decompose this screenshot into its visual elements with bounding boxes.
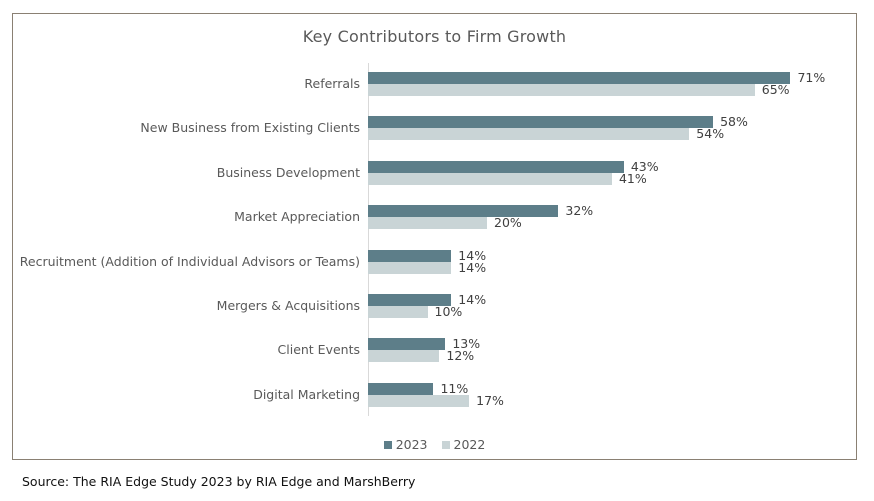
category-label: Digital Marketing <box>253 386 360 402</box>
value-label-2023: 14% <box>458 292 487 307</box>
value-label-2023: 11% <box>440 380 469 396</box>
bar-2023 <box>368 382 434 395</box>
plot-area: Referrals 71% 65% New Business from Existin… <box>13 14 856 459</box>
bar-2022 <box>368 217 487 230</box>
value-label-2022: 54% <box>696 126 725 142</box>
chart-row: Referrals 71% 65% <box>13 70 856 97</box>
bar-2022 <box>368 261 452 274</box>
chart-row: Mergers & Acquisitions 14% 10% <box>13 292 856 319</box>
source-note: Source: The RIA Edge Study 2023 by RIA E… <box>22 474 416 489</box>
category-label: Referrals <box>304 76 360 91</box>
value-label-2023: 13% <box>452 336 481 352</box>
chart-row: Client Events 13% 12% <box>13 336 856 364</box>
value-label-2022: 12% <box>446 348 475 364</box>
y-axis-line <box>368 63 369 416</box>
value-label-2022: 10% <box>434 304 463 319</box>
legend-label: 2023 <box>395 437 428 452</box>
bar-2023 <box>368 116 714 129</box>
chart-panel: Key Contributors to Firm Growth Referral… <box>12 13 857 460</box>
bar-2023 <box>368 249 452 262</box>
value-label-2022: 20% <box>494 215 522 231</box>
bar-2023 <box>368 72 791 84</box>
value-label-2023: 32% <box>565 203 594 219</box>
category-label: Recruitment (Addition of Individual Advi… <box>19 253 360 269</box>
value-label-2023: 58% <box>720 114 748 130</box>
bar-2023 <box>368 294 452 306</box>
legend-label: 2022 <box>453 437 486 452</box>
category-label: Client Events <box>277 342 360 358</box>
bar-2022 <box>368 394 470 407</box>
chart-row: Digital Marketing 11% 17% <box>13 380 856 408</box>
bar-2022 <box>368 350 440 363</box>
bar-2023 <box>368 205 559 218</box>
legend-swatch-2022 <box>441 440 450 449</box>
value-label-2022: 14% <box>458 259 487 275</box>
bar-2022 <box>368 84 755 96</box>
value-label-2022: 65% <box>761 82 790 97</box>
value-label-2023: 14% <box>458 247 487 263</box>
chart-row: New Business from Existing Clients 58% 54% <box>13 114 856 142</box>
chart-row: Business Development 43% 41% <box>13 158 856 186</box>
bar-2022 <box>368 128 690 141</box>
value-label-2022: 17% <box>476 392 504 408</box>
category-label: Market Appreciation <box>234 209 360 225</box>
value-label-2023: 43% <box>630 158 659 174</box>
category-label: Business Development <box>216 164 360 180</box>
value-label-2022: 41% <box>618 170 647 186</box>
category-label: Mergers & Acquisitions <box>216 298 360 313</box>
legend: 2023 2022 <box>13 437 856 452</box>
chart-row: Recruitment (Addition of Individual Advi… <box>13 247 856 275</box>
value-label-2023: 71% <box>797 70 826 85</box>
bar-2023 <box>368 338 446 351</box>
bar-2022 <box>368 306 428 318</box>
bar-2023 <box>368 160 624 173</box>
bar-2022 <box>368 172 612 185</box>
legend-item-2022: 2022 <box>441 437 486 452</box>
legend-item-2023: 2023 <box>383 437 428 452</box>
category-label: New Business from Existing Clients <box>140 120 360 136</box>
legend-swatch-2023 <box>383 440 392 449</box>
chart-row: Market Appreciation 32% 20% <box>13 203 856 231</box>
chart-title: Key Contributors to Firm Growth <box>302 27 567 46</box>
